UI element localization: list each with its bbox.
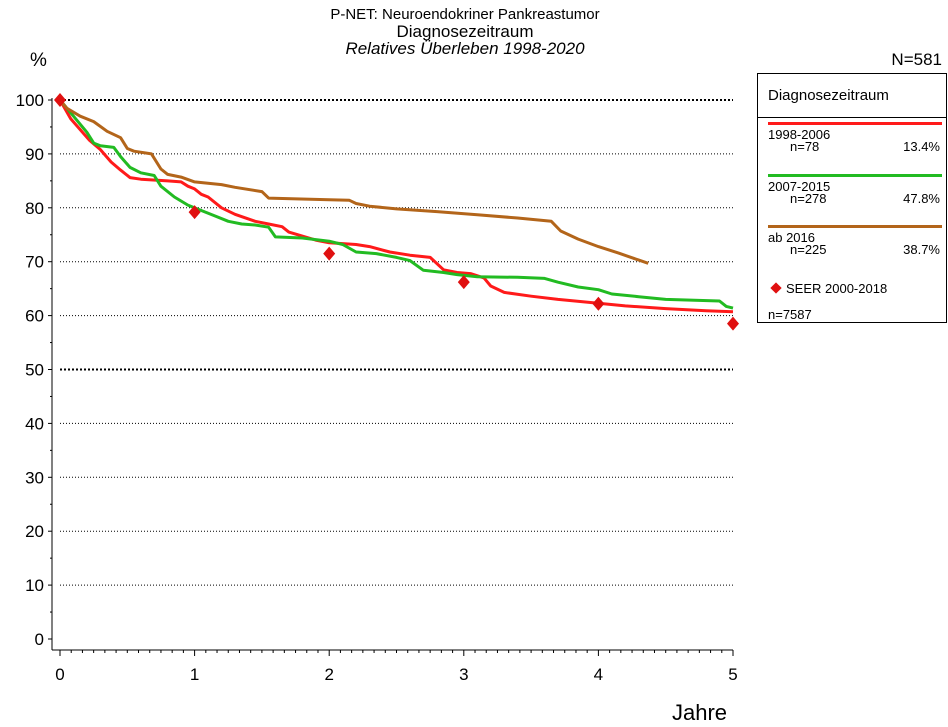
series-line-1998-2006 [58, 99, 734, 314]
legend-entry-percent: 47.8% [903, 191, 940, 206]
legend-entry-count: n=78 [790, 139, 820, 154]
seer-diamond-marker [323, 246, 336, 261]
x-tick-label: 1 [190, 665, 199, 684]
diamond-marker-icon [770, 282, 782, 294]
seer-diamond-marker [188, 205, 201, 220]
legend-entry-name: 1998-2006 [768, 127, 831, 142]
series-line-ab-2016 [58, 99, 649, 265]
legend-entry-name: ab 2016 [768, 230, 815, 245]
y-tick-label: 70 [25, 253, 44, 272]
series-line-2007-2015 [58, 99, 734, 310]
y-tick-label: 0 [35, 630, 44, 649]
y-tick-label: 20 [25, 522, 44, 541]
y-tick-label: 10 [25, 576, 44, 595]
legend-seer-count: n=7587 [768, 307, 812, 322]
y-tick-label: 40 [25, 414, 44, 433]
y-axis-unit-label: % [30, 50, 47, 71]
legend-line-2007-2015 [768, 174, 942, 177]
y-tick-label: 30 [25, 468, 44, 487]
x-tick-label: 4 [594, 665, 603, 684]
legend-entry-count: n=278 [790, 191, 827, 206]
legend-entry-percent: 13.4% [903, 139, 940, 154]
legend-line-ab-2016 [768, 225, 942, 228]
chart-caption: Relatives Überleben 1998-2020 [345, 39, 585, 58]
y-tick-label: 80 [25, 199, 44, 218]
seer-diamond-marker [592, 296, 605, 311]
legend-title: Diagnosezeitraum [768, 87, 889, 104]
x-tick-label: 5 [728, 665, 737, 684]
chart-title: P-NET: Neuroendokriner Pankreastumor [330, 6, 600, 23]
legend-entry-percent: 38.7% [903, 242, 940, 257]
legend-divider [758, 117, 946, 118]
seer-diamond-marker [727, 316, 739, 331]
chart-subtitle: Diagnosezeitraum [396, 22, 534, 41]
x-tick-label: 2 [324, 665, 333, 684]
chart-title-block: P-NET: Neuroendokriner Pankreastumor Dia… [0, 6, 930, 57]
legend: Diagnosezeitraum 1998-2006 n=78 13.4% 20… [757, 73, 947, 323]
legend-entry-seer: SEER 2000-2018 [768, 281, 887, 296]
y-tick-label: 90 [25, 145, 44, 164]
x-tick-label: 0 [55, 665, 64, 684]
seer-diamond-marker [54, 93, 66, 107]
y-tick-label: 60 [25, 307, 44, 326]
legend-seer-label: SEER 2000-2018 [786, 281, 888, 296]
y-tick-label: 50 [25, 361, 44, 380]
x-axis-label: Jahre [672, 700, 728, 725]
y-tick-label: 100 [16, 91, 44, 110]
legend-entry-name: 2007-2015 [768, 179, 831, 194]
seer-diamond-marker [457, 275, 470, 290]
legend-entry-count: n=225 [790, 242, 827, 257]
x-tick-label: 3 [459, 665, 468, 684]
legend-line-1998-2006 [768, 122, 942, 125]
total-count-label: N=581 [891, 50, 942, 69]
